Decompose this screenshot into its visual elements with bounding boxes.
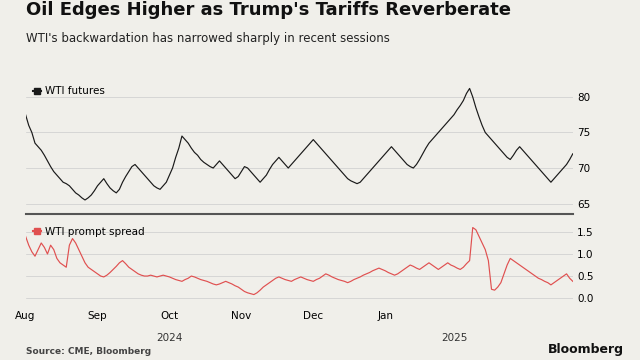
Legend: WTI futures: WTI futures: [31, 84, 108, 99]
Legend: WTI prompt spread: WTI prompt spread: [31, 225, 147, 239]
Text: Source: CME, Bloomberg: Source: CME, Bloomberg: [26, 347, 151, 356]
Text: Bloomberg: Bloomberg: [548, 343, 624, 356]
Text: Oil Edges Higher as Trump's Tariffs Reverberate: Oil Edges Higher as Trump's Tariffs Reve…: [26, 1, 511, 19]
Text: 2024: 2024: [156, 333, 182, 343]
Text: 2025: 2025: [441, 333, 467, 343]
Text: WTI's backwardation has narrowed sharply in recent sessions: WTI's backwardation has narrowed sharply…: [26, 32, 390, 45]
